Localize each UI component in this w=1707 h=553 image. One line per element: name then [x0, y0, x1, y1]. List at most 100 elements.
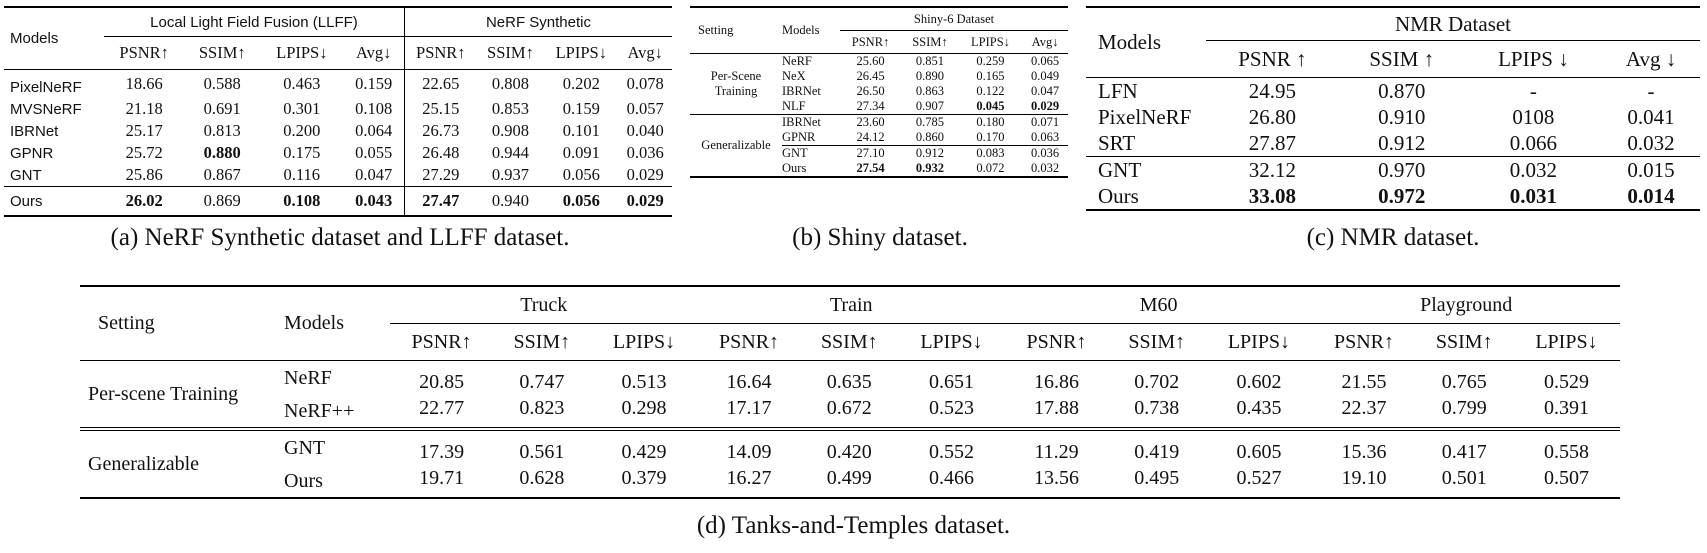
- metric-value: 0.036: [1031, 146, 1060, 160]
- caption-b: (b) Shiny dataset.: [792, 224, 968, 251]
- metric-value: 0.202: [562, 74, 600, 93]
- metric-value: 27.87: [1248, 130, 1297, 155]
- metric-value: 0.031: [1509, 183, 1558, 208]
- metric-value: 0.108: [355, 99, 393, 118]
- metric-value: 23.60: [856, 115, 885, 129]
- metric-value: 0.180: [976, 115, 1005, 129]
- metric-value: 0.015: [1627, 157, 1675, 182]
- metric-value: 0.910: [1378, 104, 1426, 129]
- metric-value: 0.175: [283, 143, 321, 162]
- metric-value: 0.558: [1543, 440, 1589, 463]
- models-header: Models: [1098, 30, 1161, 54]
- table-row: SRT 27.87 0.912 0.066 0.032: [1086, 130, 1700, 157]
- metric-value: 0.880: [203, 143, 241, 162]
- metric-value: 0.063: [1031, 130, 1060, 144]
- metric-value: 27.34: [856, 99, 885, 113]
- table-row: Generalizable IBRNet 23.60 0.785 0.180 0.071: [690, 114, 1068, 152]
- metric-value: 0.908: [491, 121, 529, 140]
- metric-value: 11.29: [1034, 440, 1079, 463]
- metric-value: 22.65: [403, 69, 477, 98]
- metric-header: SSIM ↑: [1369, 46, 1435, 71]
- metric-value: 27.47: [403, 186, 477, 216]
- model-name: PixelNeRF: [10, 78, 82, 96]
- metric-value: 33.08: [1248, 183, 1297, 208]
- metric-value: 0.588: [203, 74, 241, 93]
- metric-value: 16.86: [1034, 370, 1079, 393]
- model-name: IBRNet: [782, 84, 821, 98]
- metric-value: 18.66: [125, 74, 163, 93]
- metric-header: LPIPS↓: [612, 330, 676, 353]
- metric-value: 0.420: [826, 440, 872, 463]
- metric-value: 0.057: [626, 99, 664, 118]
- models-header: Models: [782, 23, 820, 37]
- group-nmr-header: NMR Dataset: [1206, 7, 1700, 41]
- model-name: Ours: [10, 192, 43, 210]
- panel-b: Setting Models Shiny-6 Dataset PSNR↑ SSI…: [690, 6, 1068, 178]
- metric-value: 0.466: [928, 466, 974, 489]
- model-name: Ours: [1098, 183, 1139, 208]
- metric-header: LPIPS↓: [1227, 330, 1291, 353]
- model-name: NeRF: [782, 54, 812, 68]
- metric-value: 17.17: [726, 396, 772, 419]
- table-row: Generalizable GNT 17.39 0.561 0.429 14.09 0.42…: [80, 429, 1620, 475]
- group-nerf-synthetic-header: NeRF Synthetic: [403, 7, 672, 37]
- metric-value: 20.85: [419, 370, 465, 393]
- table-row: PixelNeRF 26.80 0.910 0108 0.041: [1086, 104, 1700, 130]
- metric-value: 0.071: [1031, 115, 1060, 129]
- table-nmr: Models NMR Dataset PSNR ↑ SSIM ↑ LPIPS ↓…: [1086, 6, 1700, 211]
- metric-value: 16.64: [726, 370, 772, 393]
- metric-value: 0.047: [355, 165, 393, 184]
- table-tanks-temples: Setting Models Truck Train M60 Playgroun…: [80, 285, 1620, 499]
- group-shiny-header: Shiny-6 Dataset: [840, 7, 1068, 31]
- metric-value: -: [1647, 78, 1655, 103]
- metric-header: LPIPS↓: [276, 43, 328, 62]
- metric-value: 0.513: [621, 370, 667, 393]
- metric-value: 0.029: [1031, 99, 1060, 113]
- metric-value: 17.88: [1034, 396, 1079, 419]
- table-row: Ours 26.02 0.869 0.108 0.043 27.47 0.940 0.056 0…: [4, 186, 672, 216]
- panel-d: Setting Models Truck Train M60 Playgroun…: [80, 285, 1620, 499]
- model-name: IBRNet: [782, 115, 821, 129]
- metric-header: PSNR↑: [411, 330, 472, 353]
- metric-header: LPIPS↓: [971, 34, 1010, 49]
- scene-truck-header: Truck: [390, 286, 698, 324]
- metric-value: 0.799: [1441, 396, 1487, 419]
- metric-value: 0.808: [491, 74, 529, 93]
- table-row: MVSNeRF 21.18 0.691 0.301 0.108 25.15 0.853 0.1…: [4, 98, 672, 120]
- metric-value: 0.043: [355, 191, 393, 210]
- metric-value: 25.86: [125, 165, 163, 184]
- metric-value: 24.95: [1248, 78, 1297, 103]
- metric-value: 0.116: [283, 165, 321, 184]
- metric-value: 0.435: [1236, 396, 1282, 419]
- metric-value: 0.066: [1509, 130, 1558, 155]
- metric-value: 0.972: [1378, 183, 1426, 208]
- metric-value: 0.561: [519, 440, 565, 463]
- metric-value: 19.71: [419, 466, 465, 489]
- metric-value: 26.73: [403, 120, 477, 142]
- metric-header: Avg ↓: [1625, 46, 1677, 71]
- metric-value: 0.170: [976, 130, 1005, 144]
- table-row: NeRF++ 22.77 0.823 0.298 17.17 0.672 0.523 17.8…: [80, 395, 1620, 429]
- scene-m60-header: M60: [1004, 286, 1313, 324]
- model-name: SRT: [1098, 130, 1136, 155]
- metric-value: 0.907: [915, 99, 945, 113]
- models-header: Models: [284, 312, 344, 334]
- metric-value: 21.18: [125, 99, 163, 118]
- metric-value: 25.15: [403, 98, 477, 120]
- table-row: Ours 19.71 0.628 0.379 16.27 0.499 0.466 13.56 0…: [80, 465, 1620, 498]
- setting-label: Per-Scene Training: [690, 54, 782, 115]
- metric-value: 0.417: [1441, 440, 1487, 463]
- metric-value: 0.912: [915, 146, 945, 160]
- table-row: NeX 26.45 0.890 0.165 0.049: [690, 69, 1068, 84]
- table-row: Ours 33.08 0.972 0.031 0.014: [1086, 183, 1700, 210]
- metric-value: 0.056: [562, 191, 600, 210]
- setting-label: Generalizable: [701, 138, 771, 152]
- metric-value: 0.032: [1031, 161, 1060, 175]
- table-row: IBRNet 25.17 0.813 0.200 0.064 26.73 0.908 0.10…: [4, 120, 672, 142]
- model-name: GNT: [782, 146, 808, 160]
- metric-value: 27.10: [856, 146, 885, 160]
- setting-label: Generalizable: [88, 452, 200, 475]
- metric-header: Avg↓: [355, 43, 392, 62]
- model-name: NeRF: [284, 366, 332, 389]
- metric-value: 0.200: [283, 121, 321, 140]
